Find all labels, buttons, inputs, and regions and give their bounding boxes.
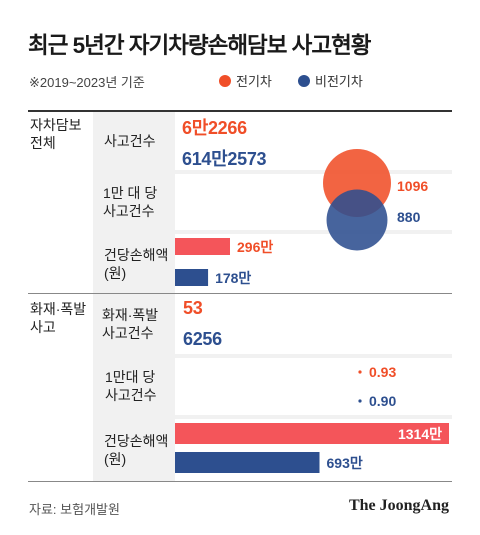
row-label-fire-count-line2: 사고건수 <box>102 325 154 341</box>
section-label-all-line2: 전체 <box>30 135 56 151</box>
label-fire-loss-non-ev: 693만 <box>327 455 363 471</box>
section-divider <box>28 293 452 294</box>
row-label-fire-per10k: 1만대 당 사고건수 <box>105 368 157 404</box>
row-label-per10k-line2: 사고건수 <box>103 203 155 219</box>
cell-fire-count <box>175 294 452 354</box>
table-top-rule <box>28 110 452 112</box>
label-per10k-ev: 1096 <box>397 178 428 194</box>
row-label-fire-loss: 건당손해액 (원) <box>104 432 168 468</box>
section-label-all-line1: 자차담보 <box>30 117 82 133</box>
bar-fire-loss-non-ev <box>175 452 320 473</box>
section-label-fire-line2: 사고 <box>30 319 56 335</box>
row-label-fire-count: 화재·폭발 사고건수 <box>102 306 158 342</box>
row-label-accident-count-text: 사고건수 <box>104 133 156 149</box>
section-label-all: 자차담보 전체 <box>30 116 82 152</box>
cell-all-count <box>175 112 452 170</box>
legend-swatch-ev <box>219 74 231 87</box>
label-loss-ev: 296만 <box>237 239 273 255</box>
row-label-fire-per10k-line1: 1만대 당 <box>105 369 156 385</box>
row-label-accident-count: 사고건수 <box>104 132 156 150</box>
section-label-fire: 화재·폭발 사고 <box>30 300 86 336</box>
legend-item-non-ev: 비전기차 <box>298 71 363 90</box>
bar-loss-non-ev <box>175 269 209 286</box>
row-label-fire-per10k-line2: 사고건수 <box>105 387 157 403</box>
row-label-fire-loss-line2: (원) <box>104 451 127 467</box>
dot-fire-per10k-non-ev <box>358 399 362 403</box>
label-loss-non-ev: 178만 <box>215 270 251 286</box>
value-fire-count-ev: 53 <box>183 298 203 318</box>
row-label-loss-line2: (원) <box>104 265 127 281</box>
source-note: 자료: 보험개발원 <box>29 502 120 517</box>
label-fire-loss-ev: 1314만 <box>398 426 442 442</box>
bar-fire-loss-ev <box>175 423 449 444</box>
cell-fire-per10k <box>175 358 452 415</box>
value-fire-count-non-ev: 6256 <box>183 329 222 349</box>
label-fire-per10k-non-ev: 0.90 <box>369 393 396 409</box>
legend-swatch-non-ev <box>298 74 310 87</box>
label-fire-per10k-ev: 0.93 <box>369 364 396 380</box>
legend-label-non-ev: 비전기차 <box>315 74 363 89</box>
cell-all-per10k <box>175 174 452 230</box>
row-label-fire-loss-line1: 건당손해액 <box>104 433 169 449</box>
section-label-fire-line1: 화재·폭발 <box>30 301 87 317</box>
legend-label-ev: 전기차 <box>236 74 272 89</box>
row-label-loss-line1: 건당손해액 <box>104 247 169 263</box>
row-label-fire-count-line1: 화재·폭발 <box>102 307 159 323</box>
legend-item-ev: 전기차 <box>219 71 272 90</box>
bubble-non-ev <box>326 189 388 251</box>
value-all-count-ev: 6만2266 <box>182 118 247 138</box>
dot-fire-per10k-ev <box>358 370 362 374</box>
row-label-per10k: 1만 대 당 사고건수 <box>103 184 157 220</box>
brand-logo: The JoongAng <box>348 497 449 514</box>
row-label-per10k-line1: 1만 대 당 <box>103 185 158 201</box>
chart-subtitle: ※2019~2023년 기준 <box>29 75 145 90</box>
chart-title: 최근 5년간 자기차량손해담보 사고현황 <box>28 33 371 58</box>
value-all-count-non-ev: 614만2573 <box>182 149 267 169</box>
table-bottom-rule <box>28 481 452 482</box>
row-label-loss: 건당손해액 (원) <box>104 246 168 282</box>
label-per10k-non-ev: 880 <box>397 209 421 225</box>
bar-loss-ev <box>175 238 230 255</box>
